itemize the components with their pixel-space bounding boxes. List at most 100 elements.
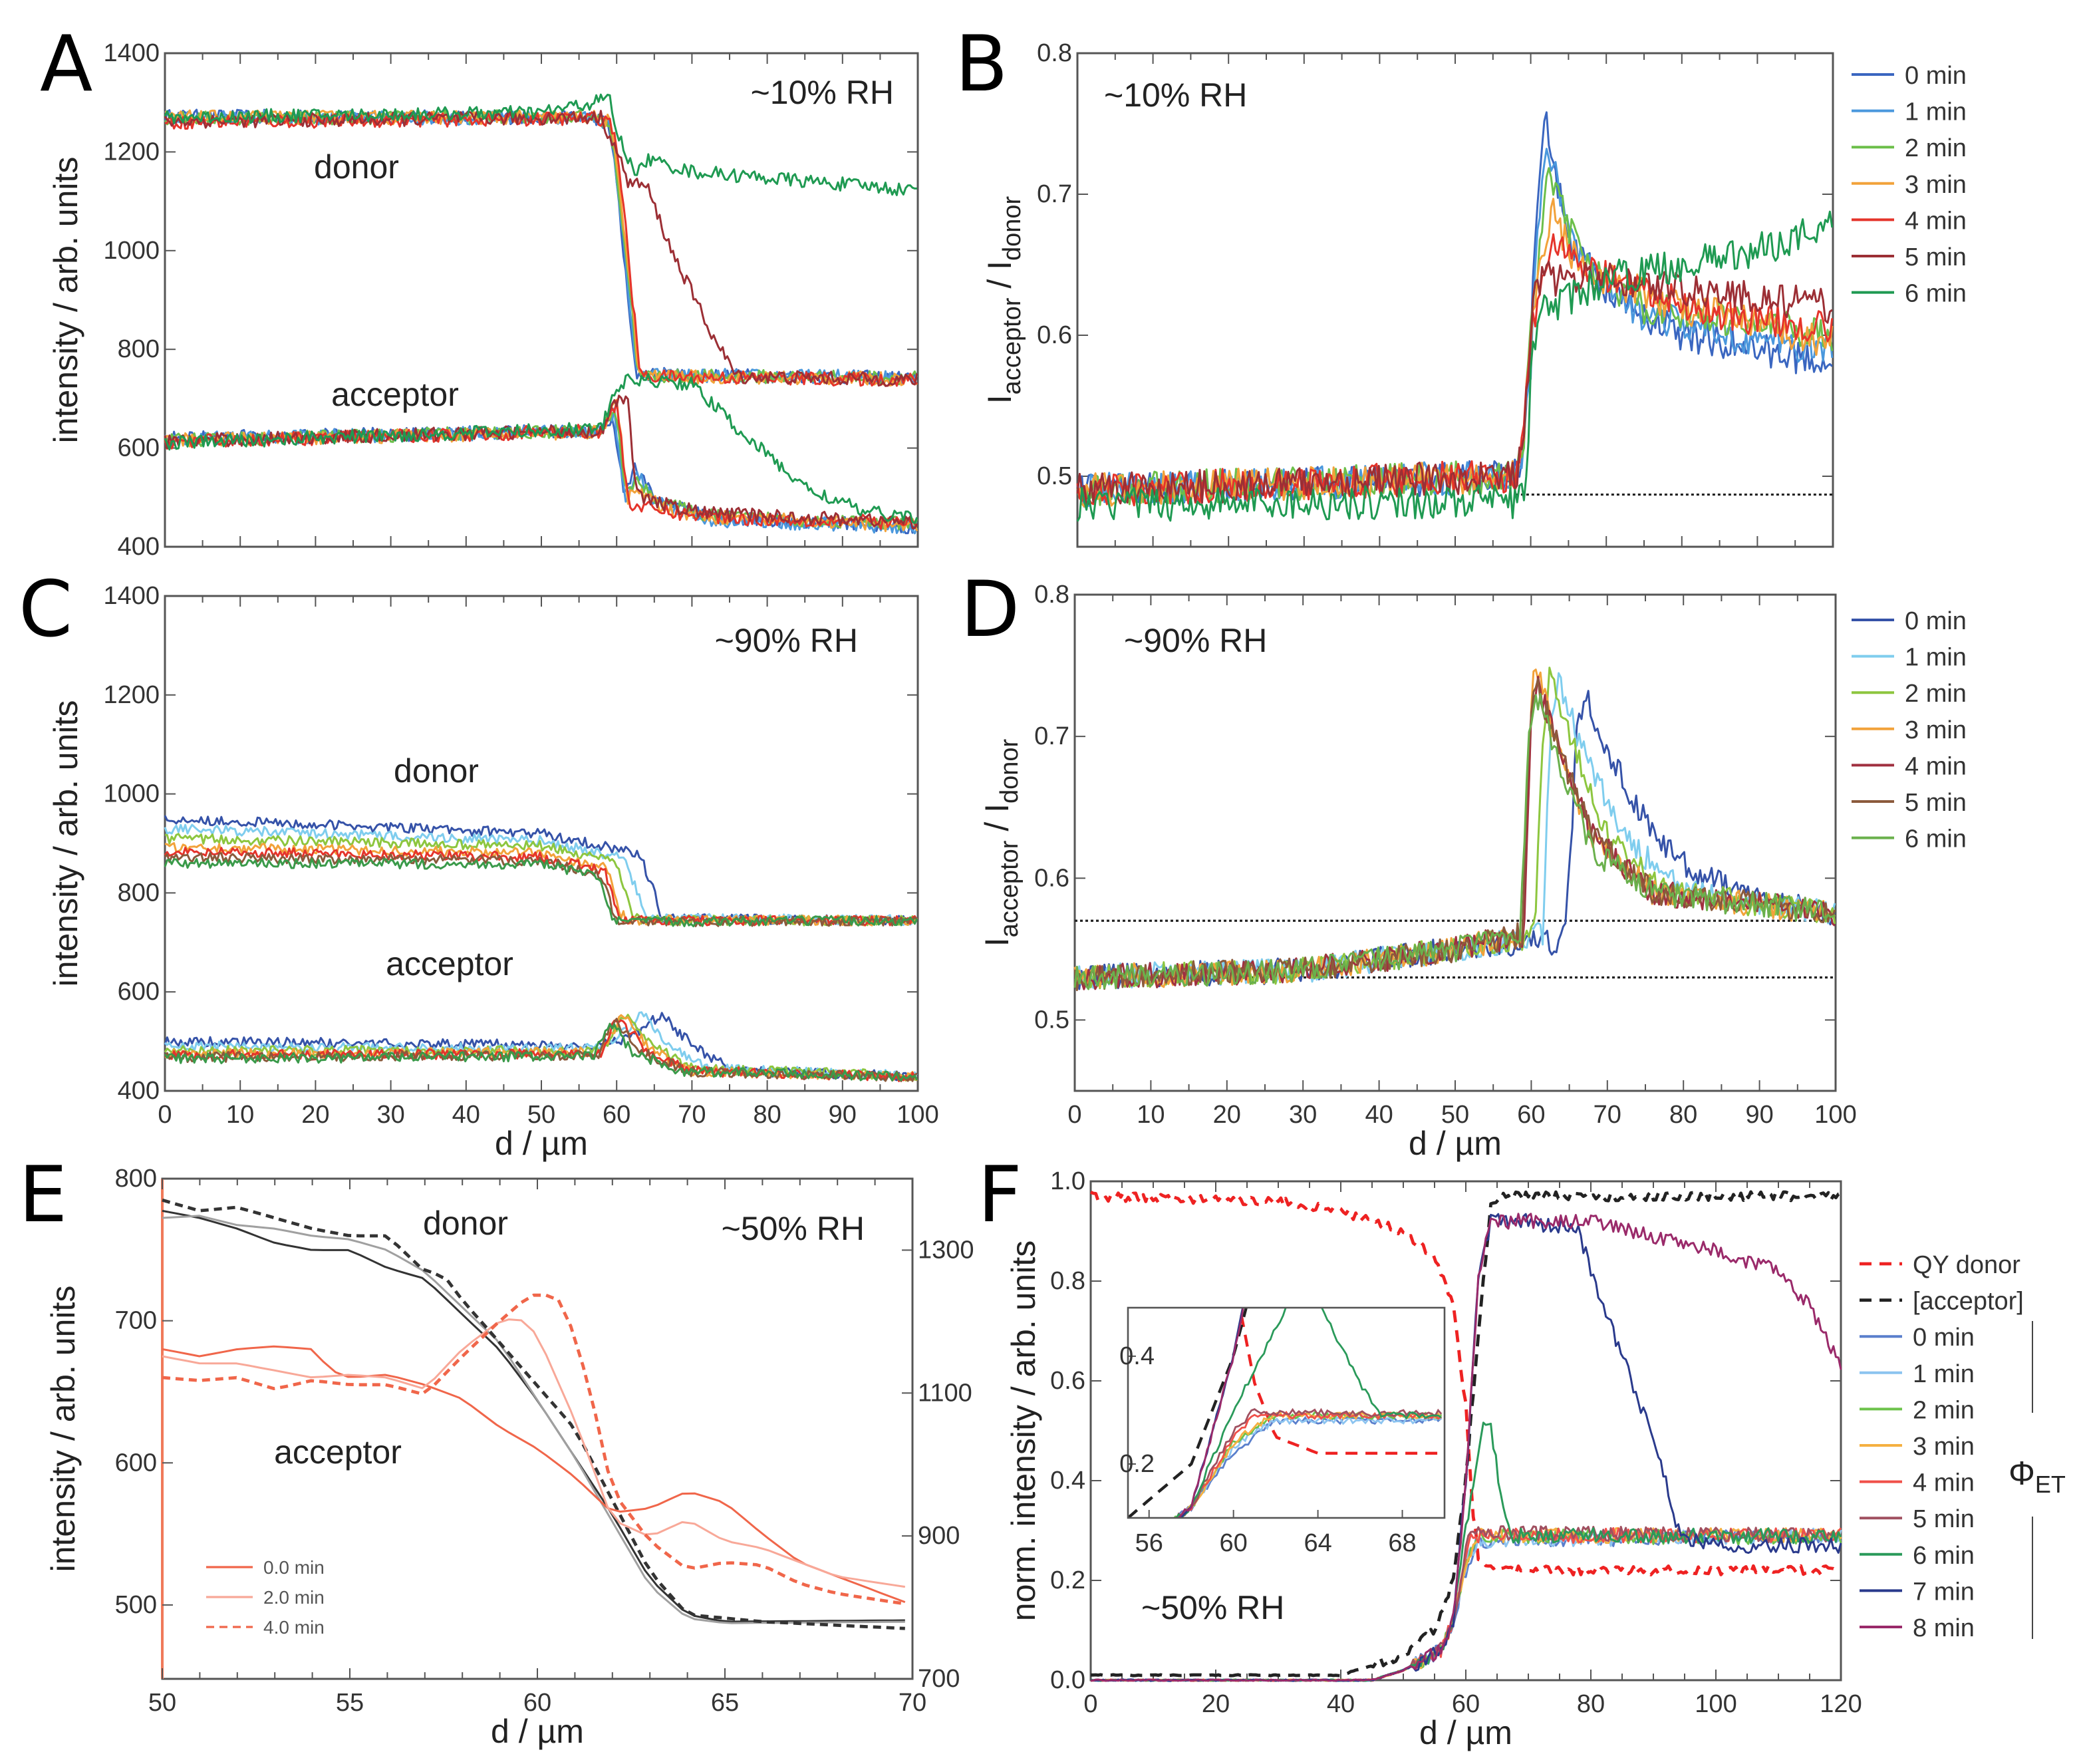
legend-item: 2.0 min [206,1587,325,1608]
legend-label: 1 min [1905,98,1967,126]
legend-item: 2 min [1852,680,1967,708]
y-right-tick-label: 1300 [918,1236,974,1264]
series-line-donor-2-min [164,108,918,386]
y-tick-label: 1400 [103,39,160,67]
x-tick-label: 90 [829,1101,857,1129]
legend-item: 7 min [1860,1578,1975,1606]
x-tick-label: 50 [527,1101,555,1129]
legend-label: 0 min [1905,607,1967,635]
x-tick-label: 40 [1365,1101,1393,1129]
inset-x-tick-label: 56 [1135,1529,1163,1557]
inset-series-line [1177,1308,1244,1518]
legend-item: 4 min [1852,207,1967,235]
series-line-donor-5-min [164,851,918,927]
inset-series-line [1238,1308,1442,1455]
series-line-donor-1-min [164,823,918,927]
y-axis-label: norm. intensity / arb. units [1005,1241,1042,1621]
y-right-tick-label: 1100 [918,1379,972,1407]
x-tick-label: 80 [1577,1690,1605,1718]
legend-label: 4 min [1905,207,1967,235]
series-line-acceptor-4-min [164,400,918,530]
y-axis-label: intensity / arb. units [47,700,84,987]
series-line-acceptor-4-0-min [162,1293,906,1606]
y-right-tick-label: 900 [918,1522,960,1550]
legend-label: 4.0 min [263,1617,325,1638]
legend-label: 5 min [1905,243,1967,271]
inset-series [1128,1308,1443,1518]
legend-label: 0 min [1905,62,1967,90]
series-line-donor-3-min [165,109,918,387]
y-tick-label: 0.8 [1037,39,1072,67]
y-axis-label-subscript: acceptor [998,297,1026,394]
y-tick-label: 0.6 [1050,1367,1085,1395]
legend-item: 0 min [1860,1324,1975,1352]
annotation-text: ~10% RH [751,74,894,111]
legend-label: 0 min [1913,1324,1975,1352]
legend-item: 5 min [1852,243,1967,271]
legend-item: QY donor [1860,1251,2020,1279]
x-tick-label: 120 [1820,1690,1862,1718]
y-tick-label: 700 [115,1307,157,1335]
series-line-acceptor-1-min [164,407,918,535]
x-tick-label: 90 [1745,1101,1773,1129]
inset-series-line [1128,1308,1248,1518]
x-tick-label: 50 [148,1689,176,1717]
y-tick-label: 500 [115,1591,157,1619]
series-line-4-min [1073,675,1836,990]
legend-label: 1 min [1905,644,1967,672]
series-line-8-min [1090,1213,1842,1682]
x-tick-label: 0 [158,1101,172,1129]
annotation-text: donor [423,1205,508,1242]
annotation-text: acceptor [274,1433,402,1471]
y-axis-label-subscript: acceptor [996,840,1024,937]
x-tick-label: 100 [1814,1101,1856,1129]
legend-item: 5 min [1852,789,1967,817]
y-right-tick-label: 700 [918,1665,960,1693]
y-tick-label: 0.6 [1034,864,1069,892]
annotation-text: acceptor [386,945,513,982]
panel-a: A 400 600 800 1000 1200 1400 intensity / arb. u… [40,19,919,561]
legend-label: 1 min [1913,1360,1975,1388]
x-tick-label: 70 [678,1101,706,1129]
annotation-text: donor [394,752,479,790]
x-tick-label: 10 [1137,1101,1165,1129]
x-tick-label: 40 [452,1101,480,1129]
legend-label: 6 min [1913,1542,1975,1570]
legend-label: 2 min [1905,134,1967,162]
x-tick-label: 100 [1695,1690,1736,1718]
y-tick-label: 0.6 [1037,321,1072,349]
x-tick-label: 80 [753,1101,781,1129]
series-line-acceptor-3-min [164,398,918,533]
y-tick-label: 0.4 [1050,1467,1085,1495]
y-tick-label: 0.0 [1050,1666,1085,1694]
inset-plot: 56 60 64 68 0.2 0.4 [1119,1306,1446,1557]
y-axis-label: intensity / arb. units [47,157,84,444]
phi-symbol: Φ [2009,1455,2035,1492]
x-tick-label: 60 [523,1689,551,1717]
y-tick-label: 0.8 [1050,1267,1085,1295]
y-tick-label: 800 [118,879,160,907]
annotation-text: acceptor [331,376,459,413]
y-tick-label: 800 [118,335,160,363]
inset-y-tick-label: 0.4 [1119,1342,1155,1370]
annotation-text: ~90% RH [1124,622,1267,659]
y-tick-label: 600 [118,978,160,1006]
legend: QY donor [acceptor] 0 min 1 min 2 min 3 min 4 … [1860,1251,2066,1642]
x-axis-label: d / µm [495,1125,588,1162]
x-tick-label: 70 [1594,1101,1621,1129]
x-axis-label: d / µm [491,1713,584,1750]
legend-item: 8 min [1860,1614,1975,1642]
legend-label: 4 min [1905,752,1967,780]
x-tick-label: 10 [226,1101,254,1129]
legend-label: 3 min [1905,171,1967,199]
series-line-6-min [1073,692,1836,990]
y-tick-label: 0.7 [1037,180,1072,208]
series-line-acceptor-5-min [164,394,918,529]
y-axis-label-part: / I [978,804,1016,841]
legend-item: 4 min [1852,752,1967,780]
x-tick-label: 70 [899,1689,926,1717]
legend-item: 6 min [1852,280,1967,308]
panel-d: D 0 10 20 30 40 50 60 70 80 90 100 0.5 0.6 0.7 0.8 Iacce… [960,565,1967,1162]
legend-label: 4 min [1913,1469,1975,1497]
x-tick-label: 20 [301,1101,329,1129]
